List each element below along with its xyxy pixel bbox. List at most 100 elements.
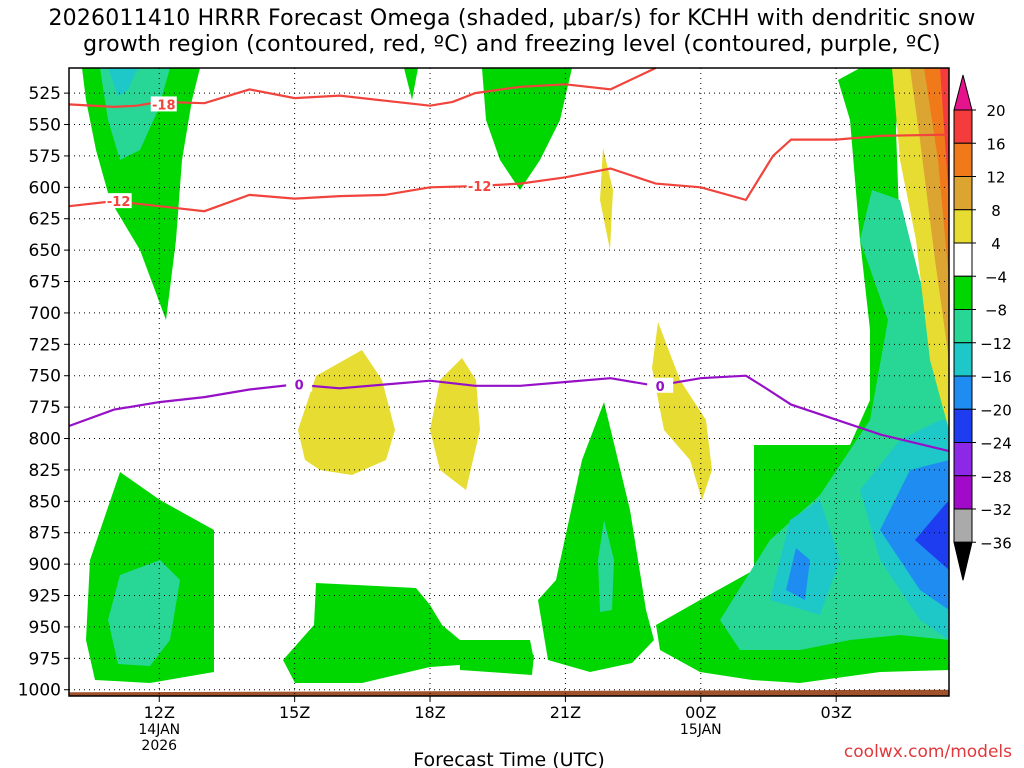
contour-label-bg xyxy=(286,376,313,392)
omega-region xyxy=(430,358,480,490)
ground-surface xyxy=(69,689,949,696)
colorbar-label: −16 xyxy=(980,368,1012,386)
y-tick-label: 925 xyxy=(29,587,61,607)
omega-region xyxy=(786,548,810,600)
contour-label: -12 xyxy=(107,195,131,210)
colorbar-label: 8 xyxy=(991,202,1001,220)
colorbar-segment xyxy=(953,242,973,277)
colorbar-segment xyxy=(953,275,973,310)
y-tick-label: 650 xyxy=(29,241,61,261)
y-tick-label: 550 xyxy=(29,116,61,136)
y-axis: 525 550 575 600 625 650 675 700 725 750 775 800 825 8… xyxy=(18,84,69,701)
contour-label: 0 xyxy=(295,379,304,394)
y-tick-label: 600 xyxy=(29,178,61,198)
x-axis-label: Forecast Time (UTC) xyxy=(413,749,604,768)
y-tick-label: 725 xyxy=(29,335,61,355)
y-tick-label: 825 xyxy=(29,461,61,481)
colorbar-label: −4 xyxy=(985,268,1007,286)
omega-region xyxy=(652,322,712,500)
colorbar-segment xyxy=(953,408,973,443)
colorbar-segment xyxy=(953,309,973,344)
colorbar-label: −36 xyxy=(980,534,1012,552)
colorbar-label: 12 xyxy=(986,169,1005,187)
colorbar-label: −20 xyxy=(980,401,1012,419)
contour-dgz-top xyxy=(68,67,657,109)
contour-label-bg xyxy=(150,96,177,112)
contour-label: -12 xyxy=(468,180,492,195)
omega-region xyxy=(924,68,949,280)
plot-frame xyxy=(68,67,950,697)
contour-label-bg xyxy=(466,178,493,194)
contour-labels: -18 -12 -12 0 0 xyxy=(105,96,674,395)
colorbar-segment xyxy=(953,176,973,211)
omega-shading xyxy=(82,68,949,683)
omega-region xyxy=(482,68,572,190)
colorbar-segment xyxy=(953,442,973,477)
contour-freezing-level xyxy=(68,374,950,453)
colorbar-label: −8 xyxy=(985,302,1007,320)
x-tick-label: 21Z xyxy=(550,703,581,722)
x-tick-label: 14JAN xyxy=(138,722,180,738)
chart-title-line-1: 2026011410 HRRR Forecast Omega (shaded, … xyxy=(48,6,976,31)
chart-title-line-2: growth region (contoured, red, ºC) and f… xyxy=(83,32,941,57)
omega-region xyxy=(404,68,418,100)
omega-region xyxy=(108,68,138,96)
omega-region xyxy=(108,560,180,666)
colorbar-segment xyxy=(953,109,973,144)
colorbar-label: −24 xyxy=(980,435,1012,453)
omega-region xyxy=(598,520,614,612)
contour-label: -18 xyxy=(152,98,176,113)
colorbar-segment xyxy=(953,475,973,510)
colorbar-segment xyxy=(953,142,973,177)
y-tick-label: 875 xyxy=(29,524,61,544)
y-tick-label: 575 xyxy=(29,147,61,167)
credit-text: coolwx.com/models xyxy=(843,742,1012,762)
y-tick-label: 775 xyxy=(29,398,61,418)
x-tick-label: 2026 xyxy=(141,738,177,754)
y-tick-label: 700 xyxy=(29,304,61,324)
omega-region xyxy=(600,148,613,250)
omega-region xyxy=(460,655,534,675)
colorbar-label: 16 xyxy=(986,135,1005,153)
colorbar-segment xyxy=(953,508,973,543)
colorbar-label: −12 xyxy=(980,335,1012,353)
x-tick-label: 12Z xyxy=(144,703,175,722)
colorbar-segment xyxy=(953,342,973,377)
y-tick-label: 1000 xyxy=(18,681,61,701)
y-tick-label: 750 xyxy=(29,367,61,387)
y-tick-label: 800 xyxy=(29,430,61,450)
colorbar-top-arrow xyxy=(953,74,973,111)
x-tick-label: 18Z xyxy=(414,703,445,722)
y-tick-label: 675 xyxy=(29,273,61,293)
contour-label-bg xyxy=(647,377,674,393)
y-tick-label: 950 xyxy=(29,618,61,638)
omega-region xyxy=(915,500,949,570)
colorbar-bottom-arrow xyxy=(953,541,973,581)
colorbar-segment xyxy=(953,209,973,244)
x-tick-label: 15Z xyxy=(279,703,310,722)
x-tick-label: 15JAN xyxy=(680,722,722,738)
colorbar-label: 20 xyxy=(986,102,1005,120)
grid-lines xyxy=(69,68,949,696)
temperature-contours xyxy=(68,67,950,453)
contour-dgz-bottom xyxy=(68,133,950,213)
contour-label-bg xyxy=(105,193,132,209)
y-tick-label: 900 xyxy=(29,555,61,575)
colorbar-label: −32 xyxy=(980,501,1012,519)
omega-region xyxy=(538,402,654,672)
colorbar-label: 4 xyxy=(991,235,1001,253)
x-tick-label: 00Z xyxy=(685,703,716,722)
omega-region xyxy=(880,460,949,610)
x-tick-label: 03Z xyxy=(821,703,852,722)
y-tick-label: 975 xyxy=(29,649,61,669)
colorbar-segment xyxy=(953,375,973,410)
y-tick-label: 850 xyxy=(29,492,61,512)
y-tick-label: 625 xyxy=(29,210,61,230)
colorbar: 20 16 12 8 4 −4 −8 −12 −16 −20 −24 −28 −32 −36 xyxy=(953,74,1012,581)
colorbar-label: −28 xyxy=(980,468,1012,486)
contour-label: 0 xyxy=(656,380,665,395)
y-tick-label: 525 xyxy=(29,84,61,104)
omega-region xyxy=(298,350,395,475)
